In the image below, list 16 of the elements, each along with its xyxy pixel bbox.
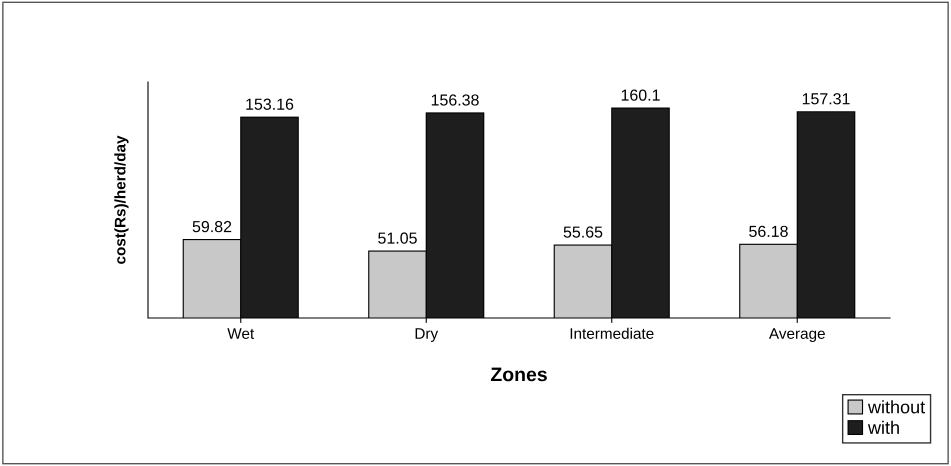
x-axis-title: Zones xyxy=(490,368,547,382)
data-label: 153.16 xyxy=(246,98,294,110)
legend-label: with xyxy=(868,420,899,434)
y-axis-title: cost(Rs)/herd/day xyxy=(114,136,129,264)
data-label: 156.38 xyxy=(432,94,479,106)
x-tick-label: Average xyxy=(768,328,825,342)
data-label: 55.65 xyxy=(564,226,602,238)
data-label: 56.18 xyxy=(749,226,788,238)
x-tick-label: Dry xyxy=(416,328,438,342)
x-tick-label: Intermediate xyxy=(570,328,654,339)
data-label: 157.31 xyxy=(802,93,850,104)
legend-label: without xyxy=(868,400,926,414)
x-tick-label: Wet xyxy=(227,328,254,339)
data-label: 59.82 xyxy=(192,220,232,232)
data-label: 51.05 xyxy=(378,232,417,244)
data-label: 160.1 xyxy=(622,89,660,101)
